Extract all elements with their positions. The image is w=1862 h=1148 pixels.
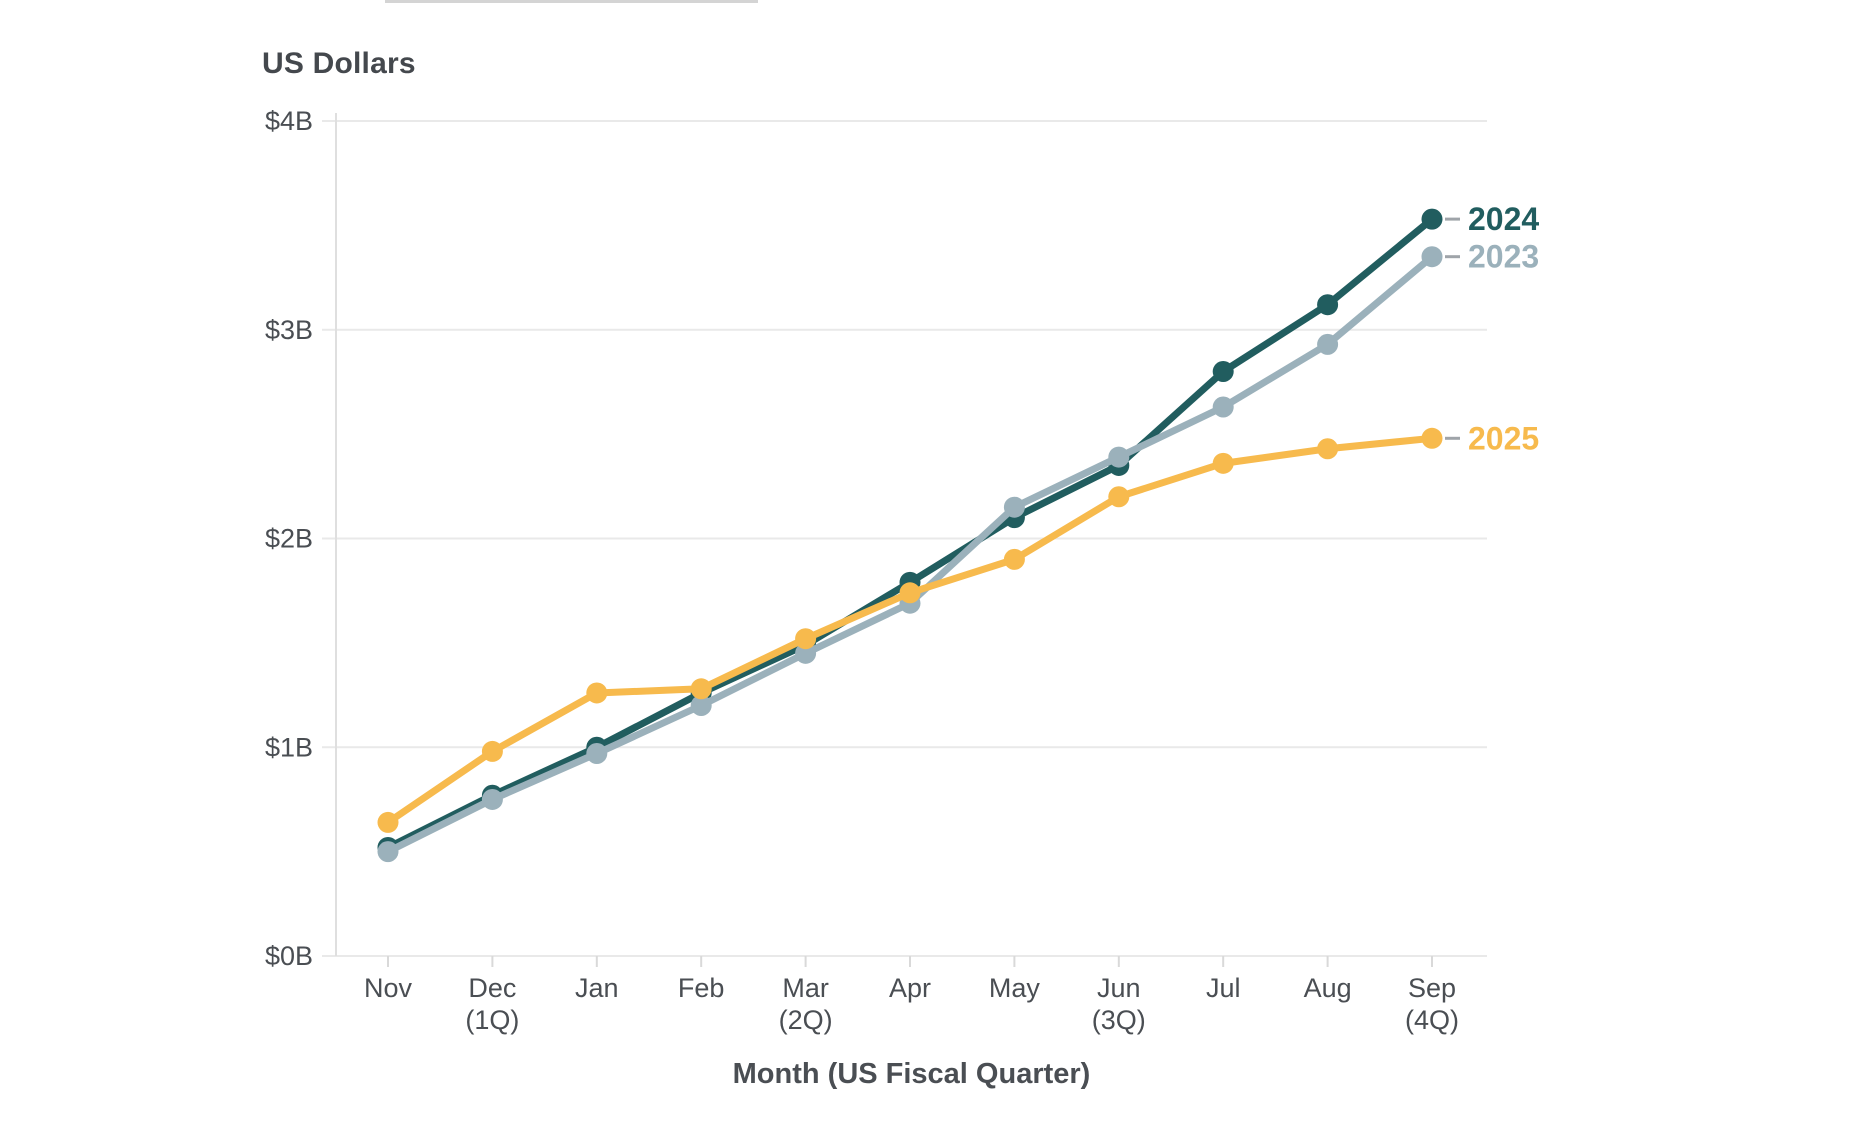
y-tick-label-3: $3B <box>265 315 313 345</box>
data-point-2025-dec <box>481 740 503 762</box>
x-tick-label-aug: Aug <box>1304 973 1352 1003</box>
x-tick-sublabel-jun: (3Q) <box>1092 1005 1146 1035</box>
x-tick-label-jun: Jun <box>1097 973 1141 1003</box>
data-point-2023-jul <box>1212 396 1234 418</box>
y-tick-label-0: $0B <box>265 941 313 971</box>
x-tick-label-may: May <box>989 973 1041 1003</box>
data-point-2025-sep <box>1421 427 1443 449</box>
series-line-2025 <box>384 434 1436 826</box>
x-tick-label-apr: Apr <box>889 973 931 1003</box>
x-tick-label-nov: Nov <box>364 973 413 1003</box>
x-tick-label-feb: Feb <box>678 973 725 1003</box>
x-tick-sublabel-mar: (2Q) <box>779 1005 833 1035</box>
data-point-2025-may <box>1003 548 1025 570</box>
data-point-2023-jan <box>586 743 608 765</box>
data-point-2025-aug <box>1317 438 1339 460</box>
series-end-label-2025: 2025 <box>1468 420 1539 456</box>
x-axis-title: Month (US Fiscal Quarter) <box>732 1058 1091 1090</box>
data-point-2024-sep <box>1421 208 1443 230</box>
x-tick-label-sep: Sep <box>1408 973 1456 1003</box>
data-point-2023-feb <box>690 695 712 716</box>
x-tick-label-mar: Mar <box>782 973 829 1003</box>
series-line-2024 <box>384 215 1436 851</box>
series-line-2023 <box>384 253 1436 856</box>
data-point-2025-jun <box>1108 486 1130 508</box>
data-point-2023-dec <box>481 788 503 810</box>
y-axis-title: US Dollars <box>262 47 416 80</box>
data-point-2023-aug <box>1317 333 1339 355</box>
data-point-2025-jul <box>1212 452 1234 474</box>
data-point-2023-mar <box>795 642 817 664</box>
data-point-2025-mar <box>795 628 817 650</box>
x-tick-sublabel-sep: (4Q) <box>1405 1005 1459 1035</box>
data-point-2023-nov <box>377 841 399 863</box>
series-end-label-2024: 2024 <box>1468 201 1539 237</box>
data-point-2023-jun <box>1108 446 1130 468</box>
data-point-2023-sep <box>1421 246 1443 268</box>
data-point-2024-aug <box>1317 294 1339 316</box>
x-tick-label-dec: Dec <box>468 973 516 1003</box>
data-point-2025-feb <box>690 678 712 700</box>
data-point-2025-apr <box>899 582 921 604</box>
y-tick-label-2: $2B <box>265 524 313 554</box>
data-point-2025-jan <box>586 682 608 704</box>
y-tick-label-4: $4B <box>265 106 313 136</box>
x-tick-label-jan: Jan <box>575 973 619 1003</box>
data-point-2025-nov <box>377 811 399 833</box>
series-end-label-2023: 2023 <box>1468 239 1539 275</box>
x-tick-sublabel-dec: (1Q) <box>465 1005 519 1035</box>
data-point-2024-jul <box>1212 361 1234 382</box>
x-tick-label-jul: Jul <box>1206 973 1241 1003</box>
y-tick-label-1: $1B <box>265 732 313 762</box>
data-point-2023-may <box>1003 496 1025 518</box>
top-partial-element-edge <box>385 0 758 3</box>
